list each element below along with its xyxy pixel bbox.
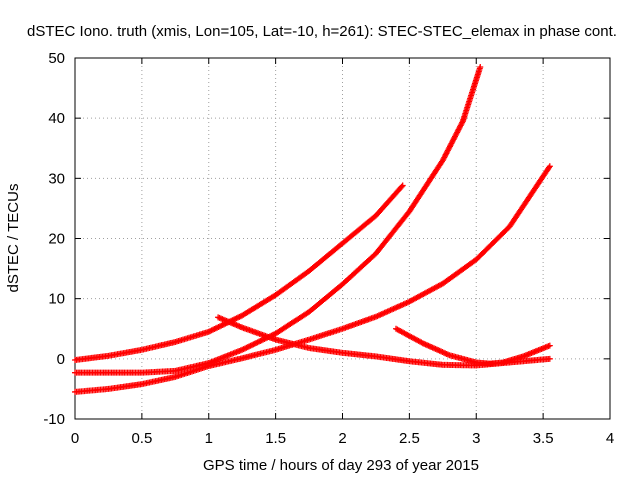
data-point xyxy=(546,342,553,349)
data-point xyxy=(477,64,484,71)
x-tick-label: 0.5 xyxy=(131,430,152,447)
y-tick-label: 30 xyxy=(48,170,65,187)
x-tick-label: 3 xyxy=(472,430,480,447)
x-tick-label: 3.5 xyxy=(533,430,554,447)
y-tick-label: 10 xyxy=(48,291,65,308)
grid xyxy=(75,58,610,419)
data-point xyxy=(399,182,406,189)
x-tick-label: 0 xyxy=(71,430,79,447)
series-4 xyxy=(215,314,553,369)
x-tick-label: 2.5 xyxy=(399,430,420,447)
x-axis-label: GPS time / hours of day 293 of year 2015 xyxy=(203,457,479,474)
y-tick-label: -10 xyxy=(43,411,65,428)
series-2 xyxy=(72,64,484,376)
x-tick-label: 4 xyxy=(606,430,614,447)
y-tick-label: 40 xyxy=(48,110,65,127)
axis-ticks xyxy=(74,57,611,420)
data-point xyxy=(546,355,553,362)
series-3 xyxy=(72,163,553,395)
x-tick-label: 2 xyxy=(338,430,346,447)
series-1 xyxy=(72,182,406,364)
y-tick-labels: -10 0 10 20 30 40 50 xyxy=(43,50,65,428)
x-tick-label: 1 xyxy=(205,430,213,447)
x-tick-labels: 0 0.5 1 1.5 2 2.5 3 3.5 4 xyxy=(71,430,614,447)
x-tick-label: 1.5 xyxy=(265,430,286,447)
y-tick-label: 0 xyxy=(57,351,65,368)
series-group xyxy=(72,64,553,395)
y-tick-label: 20 xyxy=(48,231,65,248)
y-tick-label: 50 xyxy=(48,50,65,67)
series-5 xyxy=(393,325,553,367)
chart-title: dSTEC Iono. truth (xmis, Lon=105, Lat=-1… xyxy=(27,23,617,40)
data-point xyxy=(545,164,552,171)
data-point xyxy=(546,163,553,170)
y-axis-label: dSTEC / TECUs xyxy=(5,184,22,293)
data-point xyxy=(398,183,405,190)
